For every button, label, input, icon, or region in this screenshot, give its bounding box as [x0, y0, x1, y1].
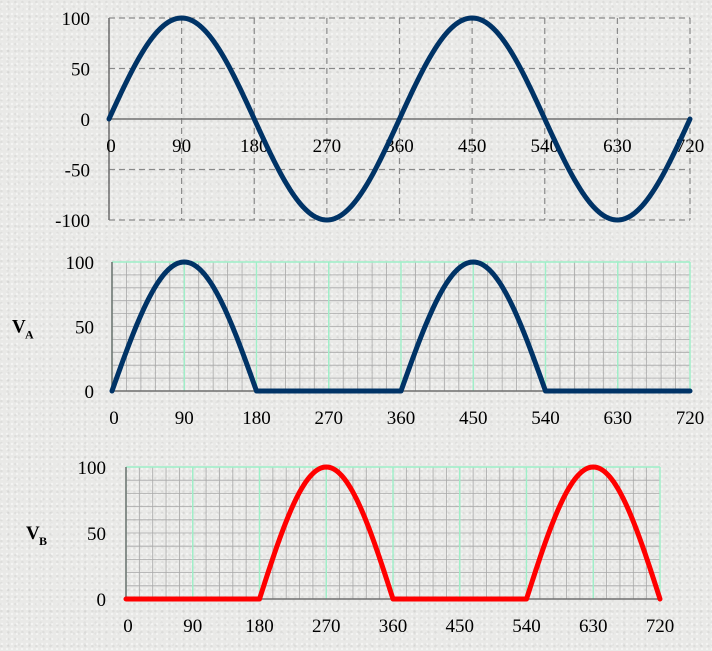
- x-tick-label: 540: [512, 616, 541, 637]
- x-tick-label: 90: [172, 136, 191, 157]
- x-tick-label: 720: [646, 616, 675, 637]
- y-tick-label: 0: [97, 590, 107, 611]
- x-tick-label: 180: [245, 616, 274, 637]
- x-tick-label: 270: [313, 136, 342, 157]
- x-tick-label: 0: [106, 136, 116, 157]
- x-tick-label: 270: [312, 616, 341, 637]
- x-tick-label: 630: [579, 616, 608, 637]
- x-tick-label: 180: [242, 408, 271, 429]
- y-axis-label-subscript: B: [39, 534, 47, 548]
- y-tick-label: 50: [71, 60, 90, 81]
- y-tick-label: -100: [55, 211, 90, 232]
- x-tick-label: 720: [676, 408, 705, 429]
- y-tick-label: 0: [81, 110, 91, 131]
- y-tick-label: 50: [75, 318, 94, 339]
- y-axis-label: V: [12, 317, 26, 338]
- y-tick-label: -50: [65, 161, 90, 182]
- x-tick-label: 90: [183, 616, 202, 637]
- y-axis-label: V: [26, 523, 40, 544]
- x-tick-label: 540: [531, 408, 560, 429]
- x-tick-label: 0: [109, 408, 119, 429]
- y-tick-label: 0: [85, 382, 95, 403]
- grid: [112, 262, 690, 391]
- y-tick-label: 100: [78, 458, 107, 479]
- x-tick-label: 0: [123, 616, 133, 637]
- grid: [126, 467, 660, 599]
- y-tick-label: 100: [66, 253, 95, 274]
- x-tick-label: 270: [315, 408, 344, 429]
- x-tick-label: 630: [603, 136, 632, 157]
- y-tick-label: 50: [87, 524, 106, 545]
- x-tick-label: 90: [175, 408, 194, 429]
- x-tick-label: 360: [379, 616, 408, 637]
- y-axis-label-subscript: A: [25, 328, 34, 342]
- x-tick-label: 450: [459, 408, 488, 429]
- x-tick-label: 450: [446, 616, 475, 637]
- y-tick-label: 100: [62, 9, 91, 30]
- x-tick-label: 450: [458, 136, 487, 157]
- x-tick-label: 360: [387, 408, 416, 429]
- x-tick-label: 630: [604, 408, 633, 429]
